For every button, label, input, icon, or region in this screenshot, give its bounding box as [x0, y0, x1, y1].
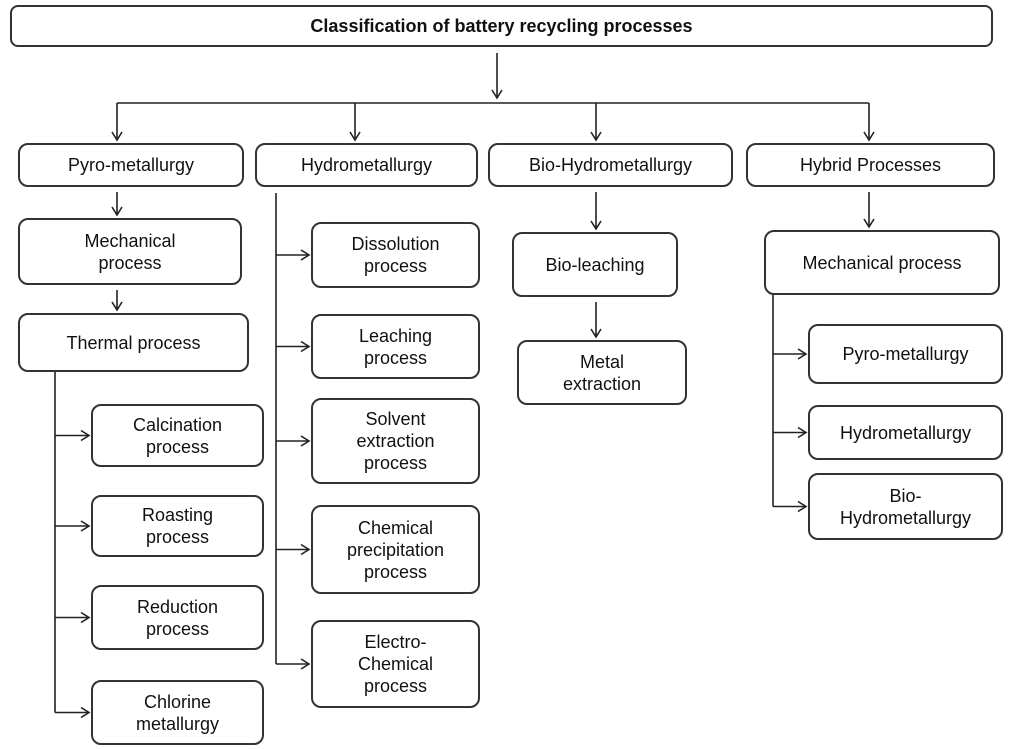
step-box: Mechanical process — [764, 230, 1000, 295]
process-box: Pyro-metallurgy — [808, 324, 1003, 384]
process-box: Hydrometallurgy — [808, 405, 1003, 460]
process-box: Dissolution process — [311, 222, 480, 288]
process-box: Solvent extraction process — [311, 398, 480, 484]
step-box: Bio-leaching — [512, 232, 678, 297]
process-box: Bio- Hydrometallurgy — [808, 473, 1003, 540]
process-box: Roasting process — [91, 495, 264, 557]
category-box: Pyro-metallurgy — [18, 143, 244, 187]
title-box: Classification of battery recycling proc… — [10, 5, 993, 47]
step-box: Thermal process — [18, 313, 249, 372]
process-box: Electro- Chemical process — [311, 620, 480, 708]
step-box: Metal extraction — [517, 340, 687, 405]
process-box: Chemical precipitation process — [311, 505, 480, 594]
category-box: Bio-Hydrometallurgy — [488, 143, 733, 187]
process-box: Reduction process — [91, 585, 264, 650]
process-box: Leaching process — [311, 314, 480, 379]
category-box: Hydrometallurgy — [255, 143, 478, 187]
process-box: Chlorine metallurgy — [91, 680, 264, 745]
category-box: Hybrid Processes — [746, 143, 995, 187]
step-box: Mechanical process — [18, 218, 242, 285]
process-box: Calcination process — [91, 404, 264, 467]
